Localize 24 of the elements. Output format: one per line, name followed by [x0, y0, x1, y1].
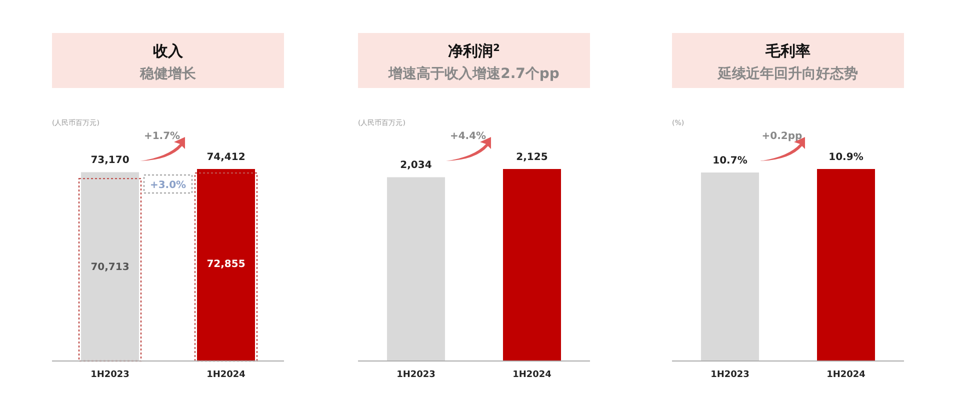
- annotation: +3.0%: [150, 180, 186, 192]
- value-label: 2,034: [400, 160, 432, 172]
- annotation: +1.7%: [144, 131, 180, 142]
- title: 收入: [153, 42, 183, 60]
- annotation: +0.2pp: [762, 131, 802, 142]
- category: 1H2024: [206, 370, 246, 380]
- value-label: 2,125: [516, 152, 548, 163]
- title: 毛利率: [766, 42, 810, 60]
- category: 1H2023: [90, 370, 130, 380]
- annotation: +4.4%: [450, 131, 486, 142]
- value-label: 74,412: [206, 152, 246, 163]
- category: 1H2023: [396, 370, 436, 380]
- category: 1H2023: [710, 370, 750, 380]
- value-label: 10.7%: [712, 156, 748, 167]
- category: 1H2024: [826, 370, 866, 380]
- value-label: 73,170: [90, 155, 130, 166]
- value-label: 70,713: [90, 262, 130, 273]
- value-label: 10.9%: [828, 152, 864, 163]
- category: 1H2024: [512, 370, 552, 380]
- value-label: 72,855: [206, 259, 246, 270]
- subtitle: 延续近年回升向好态势: [718, 66, 858, 82]
- subtitle: 稳健增长: [140, 66, 196, 82]
- title: 净利润$^{2}$: [448, 42, 500, 60]
- subtitle: 增速高于收入增速2.7个pp: [388, 66, 560, 82]
